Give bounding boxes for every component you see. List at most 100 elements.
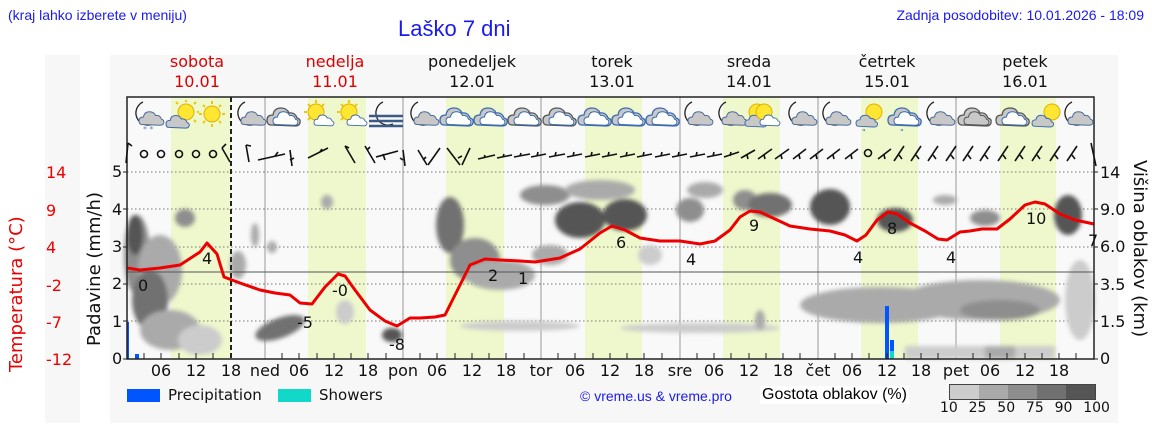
showers-legend-label: Showers <box>319 386 383 404</box>
moon-cloud-icon <box>1064 101 1094 126</box>
svg-text:4: 4 <box>946 248 956 267</box>
legend-showers: Showers <box>278 386 383 404</box>
sun-cloud-icon <box>304 100 335 127</box>
x-tick-label: čet <box>805 361 831 380</box>
cloud-density-scale-labels: 10 25 50 75 90 100 <box>940 400 1110 416</box>
x-tick-label: 18 <box>220 361 242 380</box>
x-tick-label: 12 <box>738 361 760 380</box>
moon-cloud-icon <box>822 101 852 126</box>
precip-tick: 1 <box>112 312 123 331</box>
precip-tick: 4 <box>112 200 123 219</box>
x-tick-label: 06 <box>426 361 448 380</box>
x-tick-label: tor <box>529 361 553 380</box>
cloud-tick: 1.5 <box>1100 312 1126 331</box>
day-header-petek: petek 16.01 <box>1002 52 1048 91</box>
sun-cloud-icon <box>1031 103 1061 128</box>
x-tick-label: 18 <box>910 361 932 380</box>
svg-text:10: 10 <box>1026 209 1046 228</box>
temp-tick: -7 <box>46 313 62 332</box>
day-header-sobota: sobota 10.01 <box>169 52 225 91</box>
precip-tick: 2 <box>112 274 123 293</box>
x-tick-label: 12 <box>323 361 345 380</box>
svg-text:7: 7 <box>1088 231 1098 250</box>
svg-text:8: 8 <box>887 219 897 238</box>
sun-icon <box>199 101 225 127</box>
svg-text:": " <box>862 128 866 137</box>
svg-text:6: 6 <box>616 233 626 252</box>
precipitation-legend-label: Precipitation <box>168 386 262 404</box>
wind-barbs-row <box>125 142 1097 167</box>
precip-tick: 5 <box>112 162 123 181</box>
moon-cloud-snow-icon: * * <box>135 101 165 134</box>
x-tick-label: ned <box>249 361 281 380</box>
scale-label: 25 <box>968 400 987 416</box>
cloud-tick: 6.0 <box>1100 237 1126 256</box>
moon-fog-icon <box>369 101 403 128</box>
temp-tick: 4 <box>46 238 57 257</box>
copyright-link[interactable]: © vreme.us & vreme.pro <box>580 388 732 404</box>
x-tick-label: 06 <box>288 361 310 380</box>
x-tick-label: 06 <box>564 361 586 380</box>
temperature-value-labels: 0 4 -5 -0 -8 2 1 6 4 9 4 8 4 10 7 <box>138 209 1098 354</box>
x-tick-label: 18 <box>633 361 655 380</box>
y-tick-marks <box>123 171 1098 360</box>
region-hint: (kraj lahko izberete v meniju) <box>8 7 187 23</box>
scale-label: 50 <box>997 400 1016 416</box>
svg-text:4: 4 <box>202 249 212 268</box>
page-title: Laško 7 dni <box>398 16 511 41</box>
legend-precipitation: Precipitation <box>127 386 262 404</box>
x-tick-label: sre <box>667 361 693 380</box>
cloud-density-layer <box>124 180 1095 359</box>
moon-cloud-icon <box>684 101 714 126</box>
day-header-ponedeljek: ponedeljek 12.01 <box>428 52 516 91</box>
cloud-density-scale <box>949 384 1096 400</box>
showers-swatch <box>278 389 311 402</box>
scale-label: 90 <box>1054 400 1073 416</box>
x-tick-label: 12 <box>461 361 483 380</box>
last-updated: Zadnja posodobitev: 10.01.2026 - 18:09 <box>896 7 1144 23</box>
x-tick-label: 12 <box>185 361 207 380</box>
moon-cloud-icon <box>410 101 440 126</box>
moon-cloud-icon <box>926 101 956 126</box>
day-header-torek: torek 13.01 <box>589 52 635 91</box>
scale-label: 10 <box>940 400 958 416</box>
temp-tick: 9 <box>46 201 57 220</box>
x-tick-label: 18 <box>495 361 517 380</box>
day-header-cetrtek: četrtek 15.01 <box>858 52 916 91</box>
svg-text:-5: -5 <box>297 313 313 332</box>
cloud-tick: 14 <box>1100 163 1121 182</box>
x-tick-label: 06 <box>703 361 725 380</box>
temp-tick: 14 <box>46 163 67 182</box>
svg-text:* *: * * <box>143 125 154 134</box>
svg-text:9: 9 <box>749 216 759 235</box>
x-tick-label: 12 <box>599 361 621 380</box>
x-tick-label: 12 <box>1014 361 1036 380</box>
cloud-density-legend-title: Gostota oblakov (%) <box>760 386 909 404</box>
svg-text:-0: -0 <box>332 281 348 300</box>
left-axis-panel <box>45 55 80 423</box>
scale-label: 100 <box>1083 400 1110 416</box>
moon-cloud-icon <box>237 101 267 126</box>
precip-tick: 0 <box>112 349 123 368</box>
x-tick-label: pet <box>942 361 970 380</box>
moon-cloud-icon <box>788 101 818 126</box>
moon-cloud-icon <box>718 101 748 126</box>
svg-text:4: 4 <box>853 248 863 267</box>
sun-cloud-icon <box>165 100 199 129</box>
scale-label: 75 <box>1025 400 1044 416</box>
precipitation-bars <box>127 306 894 359</box>
cloud-tick: 0 <box>1100 349 1111 368</box>
x-tick-label: 18 <box>772 361 794 380</box>
x-tick-label: 06 <box>150 361 172 380</box>
day-header-nedelja: nedelja 11.01 <box>305 52 365 91</box>
svg-text:1: 1 <box>518 269 528 288</box>
sun-cloud-rain-icon: " <box>855 103 883 137</box>
precip-tick: 3 <box>112 237 123 256</box>
cloud-rain-icon: " <box>887 107 922 137</box>
x-tick-label: 06 <box>979 361 1001 380</box>
svg-text:2: 2 <box>488 266 498 285</box>
temp-tick: -2 <box>46 276 62 295</box>
x-tick-marks <box>143 353 1077 359</box>
cloud-tick: 9.0 <box>1100 200 1126 219</box>
